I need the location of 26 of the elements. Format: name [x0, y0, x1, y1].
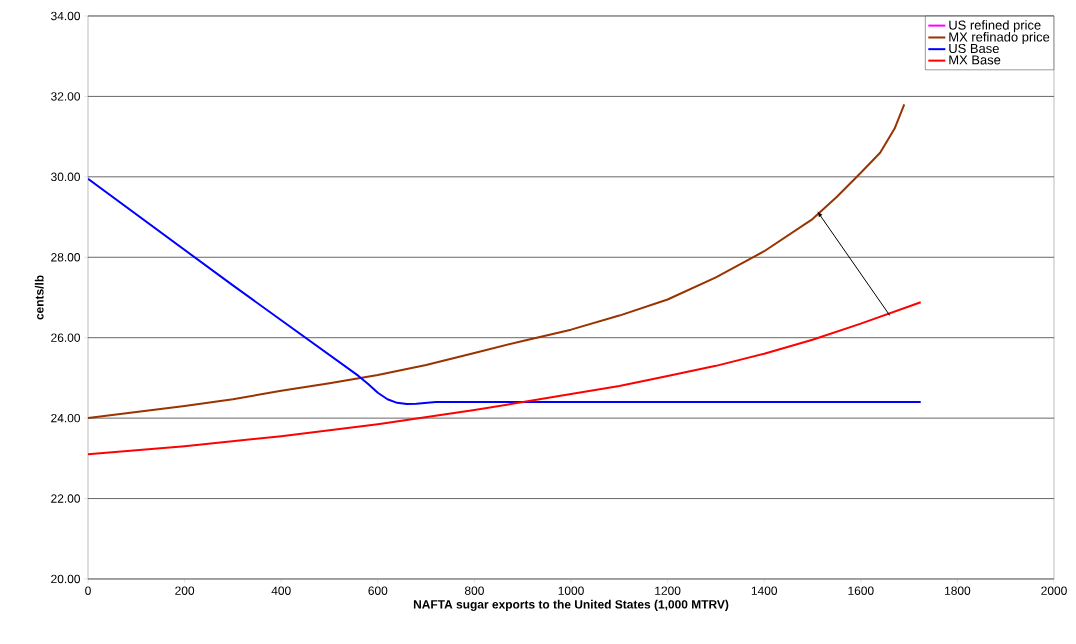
x-tick-label: 1600: [848, 586, 874, 595]
y-tick-label: 34.00: [51, 11, 81, 21]
legend-label: US refined price: [949, 20, 1041, 33]
x-tick-label: 1200: [655, 586, 681, 595]
x-tick-label: 600: [368, 586, 388, 595]
x-tick-label: 1000: [558, 586, 584, 595]
x-tick-label: 800: [464, 586, 484, 595]
x-tick-label: 1800: [945, 586, 971, 595]
y-tick-label: 28.00: [51, 253, 81, 262]
y-tick-label: 24.00: [51, 413, 81, 423]
y-tick-label: 26.00: [51, 333, 81, 342]
x-tick-label: 1400: [751, 586, 778, 595]
y-tick-label: 20.00: [51, 574, 81, 584]
line-series: [88, 301, 922, 456]
legend-label: MX refinado price: [949, 32, 1050, 45]
legend-label: US Base: [949, 43, 999, 54]
x-axis-title: NAFTA sugar exports to the United States (1,000 MTRV): [413, 599, 729, 611]
y-tick-label: 22.00: [51, 494, 81, 503]
legend-label: MX Base: [949, 55, 1001, 65]
y-tick-label: 30.00: [51, 172, 81, 182]
x-tick-label: 0: [85, 586, 91, 595]
y-axis-title: cents/lb: [34, 275, 44, 320]
x-tick-label: 2000: [1041, 586, 1067, 595]
y-tick-label: 32.00: [51, 92, 81, 101]
x-tick-label: 200: [175, 586, 195, 595]
x-tick-label: 400: [271, 586, 291, 595]
